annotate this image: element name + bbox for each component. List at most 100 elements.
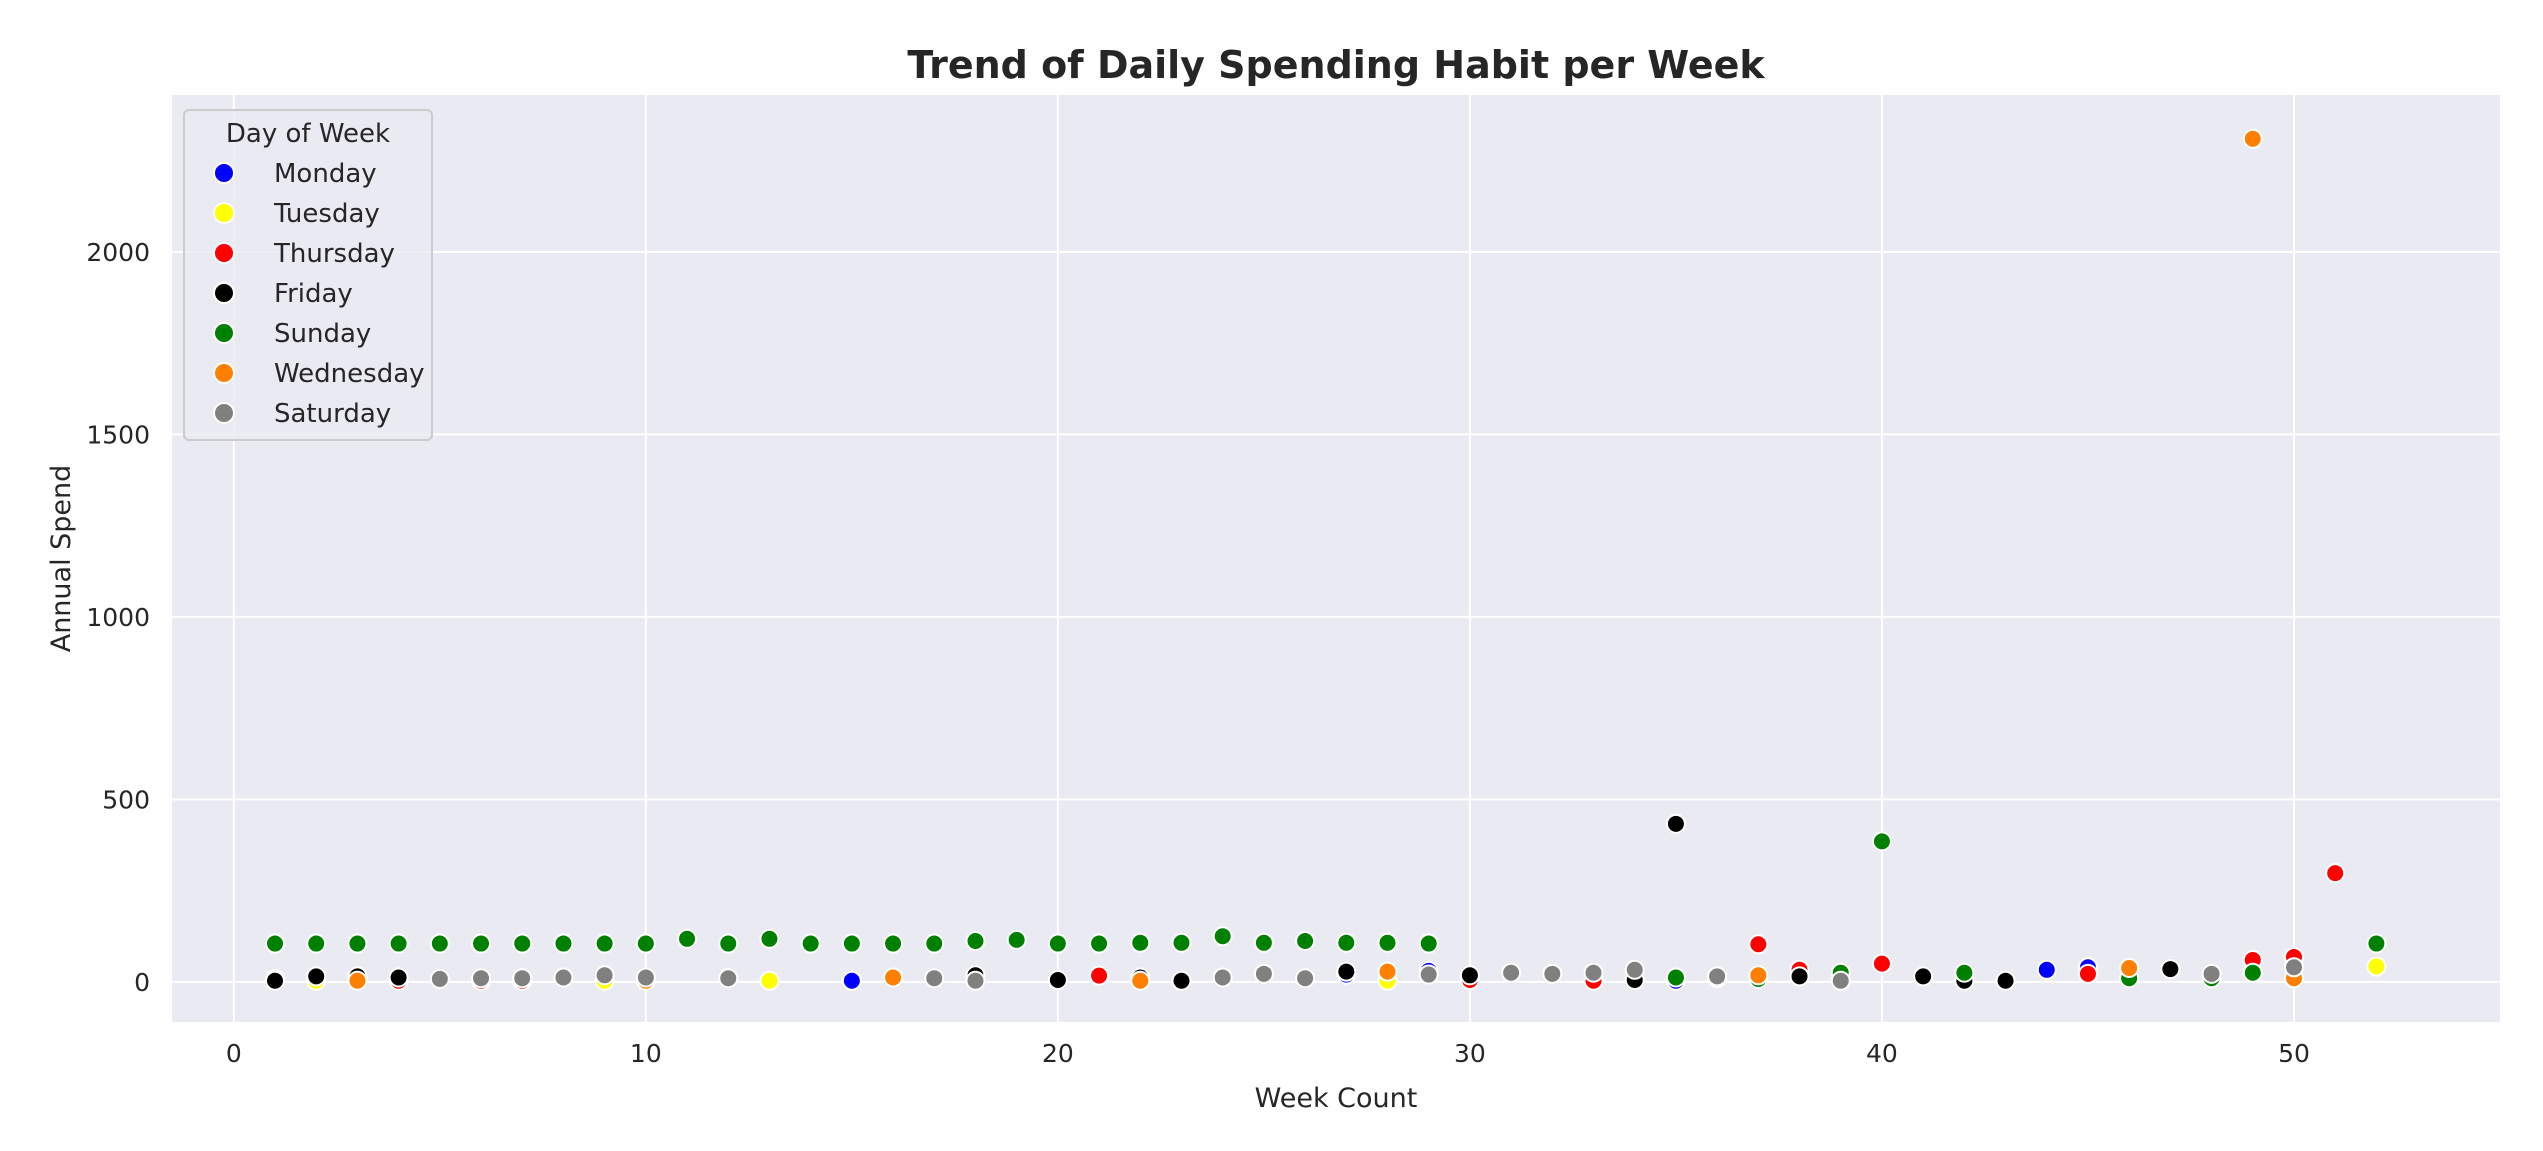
y-axis-label: Annual Spend bbox=[46, 465, 77, 653]
data-point-friday bbox=[1789, 966, 1810, 987]
data-point-sunday bbox=[1295, 930, 1316, 951]
data-point-sunday bbox=[1171, 932, 1192, 953]
data-point-wednesday bbox=[347, 970, 368, 991]
data-point-sunday bbox=[347, 933, 368, 954]
data-point-sunday bbox=[965, 930, 986, 951]
data-point-sunday bbox=[1418, 933, 1439, 954]
data-point-sunday bbox=[1336, 932, 1357, 953]
data-point-sunday bbox=[841, 933, 862, 954]
data-point-monday bbox=[2036, 959, 2057, 980]
data-point-friday bbox=[1665, 813, 1686, 834]
data-point-friday bbox=[1913, 966, 1934, 987]
data-point-saturday bbox=[594, 965, 615, 986]
data-point-saturday bbox=[1583, 962, 1604, 983]
data-point-saturday bbox=[1542, 963, 1563, 984]
data-point-sunday bbox=[1253, 932, 1274, 953]
legend-marker-saturday bbox=[213, 402, 235, 424]
data-point-sunday bbox=[429, 933, 450, 954]
data-point-sunday bbox=[1047, 933, 1068, 954]
data-point-friday bbox=[1336, 961, 1357, 982]
data-point-sunday bbox=[1665, 967, 1686, 988]
data-point-sunday bbox=[1130, 932, 1151, 953]
data-point-sunday bbox=[924, 933, 945, 954]
data-point-sunday bbox=[388, 933, 409, 954]
data-point-thursday bbox=[1871, 953, 1892, 974]
y-tick-label: 1000 bbox=[86, 603, 150, 632]
legend: Day of Week Monday Tuesday Thursday Friday S… bbox=[183, 109, 433, 441]
data-point-sunday bbox=[1006, 929, 1027, 950]
data-point-friday bbox=[306, 966, 327, 987]
data-point-sunday bbox=[883, 933, 904, 954]
data-point-sunday bbox=[1377, 932, 1398, 953]
data-point-sunday bbox=[635, 933, 656, 954]
data-point-saturday bbox=[1830, 970, 1851, 991]
legend-label-tuesday: Tuesday bbox=[273, 199, 380, 229]
data-point-sunday bbox=[718, 933, 739, 954]
data-point-thursday bbox=[2325, 863, 2346, 884]
data-point-saturday bbox=[1624, 959, 1645, 980]
data-point-tuesday bbox=[759, 970, 780, 991]
data-point-saturday bbox=[1295, 968, 1316, 989]
x-tick-label: 40 bbox=[1866, 1039, 1898, 1068]
data-point-monday bbox=[841, 970, 862, 991]
legend-label-sunday: Sunday bbox=[274, 319, 371, 349]
data-point-wednesday bbox=[2119, 957, 2140, 978]
data-point-friday bbox=[265, 970, 286, 991]
data-point-saturday bbox=[635, 967, 656, 988]
data-point-saturday bbox=[924, 968, 945, 989]
data-point-sunday bbox=[1212, 926, 1233, 947]
legend-marker-friday bbox=[213, 282, 235, 304]
data-point-sunday bbox=[306, 933, 327, 954]
data-point-friday bbox=[2160, 959, 2181, 980]
legend-marker-thursday bbox=[213, 242, 235, 264]
x-tick-label: 20 bbox=[1042, 1039, 1074, 1068]
data-point-saturday bbox=[718, 968, 739, 989]
legend-marker-tuesday bbox=[213, 202, 235, 224]
data-point-saturday bbox=[2283, 957, 2304, 978]
data-point-sunday bbox=[594, 933, 615, 954]
x-tick-label: 50 bbox=[2278, 1039, 2310, 1068]
legend-label-thursday: Thursday bbox=[273, 239, 395, 269]
data-point-friday bbox=[388, 967, 409, 988]
data-point-friday bbox=[1047, 970, 1068, 991]
y-tick-label: 500 bbox=[102, 785, 150, 814]
legend-label-saturday: Saturday bbox=[274, 399, 391, 429]
data-points bbox=[265, 128, 2387, 991]
data-point-sunday bbox=[677, 928, 698, 949]
data-point-friday bbox=[1995, 970, 2016, 991]
x-tick-label: 30 bbox=[1454, 1039, 1486, 1068]
data-point-saturday bbox=[965, 970, 986, 991]
data-point-saturday bbox=[1253, 963, 1274, 984]
data-point-tuesday bbox=[2366, 956, 2387, 977]
data-point-sunday bbox=[553, 933, 574, 954]
data-point-saturday bbox=[1418, 964, 1439, 985]
data-point-thursday bbox=[1748, 934, 1769, 955]
legend-marker-sunday bbox=[213, 322, 235, 344]
data-point-sunday bbox=[800, 933, 821, 954]
data-point-thursday bbox=[2077, 963, 2098, 984]
data-point-friday bbox=[1459, 965, 1480, 986]
data-point-saturday bbox=[553, 967, 574, 988]
data-point-sunday bbox=[1871, 831, 1892, 852]
data-point-sunday bbox=[512, 933, 533, 954]
data-point-saturday bbox=[1707, 966, 1728, 987]
data-point-saturday bbox=[512, 968, 533, 989]
y-tick-label: 2000 bbox=[86, 238, 150, 267]
legend-label-wednesday: Wednesday bbox=[274, 359, 425, 389]
plot-area bbox=[172, 95, 2500, 1022]
legend-marker-wednesday bbox=[213, 362, 235, 384]
data-point-friday bbox=[1171, 970, 1192, 991]
x-tick-label: 10 bbox=[630, 1039, 662, 1068]
legend-marker-monday bbox=[213, 162, 235, 184]
data-point-wednesday bbox=[1130, 970, 1151, 991]
legend-box bbox=[183, 109, 433, 441]
data-point-sunday bbox=[2242, 962, 2263, 983]
chart-title: Trend of Daily Spending Habit per Week bbox=[907, 43, 1765, 87]
legend-label-friday: Friday bbox=[274, 279, 353, 309]
data-point-saturday bbox=[471, 968, 492, 989]
legend-label-monday: Monday bbox=[274, 159, 377, 189]
x-axis-label: Week Count bbox=[1255, 1083, 1418, 1114]
data-point-sunday bbox=[471, 933, 492, 954]
